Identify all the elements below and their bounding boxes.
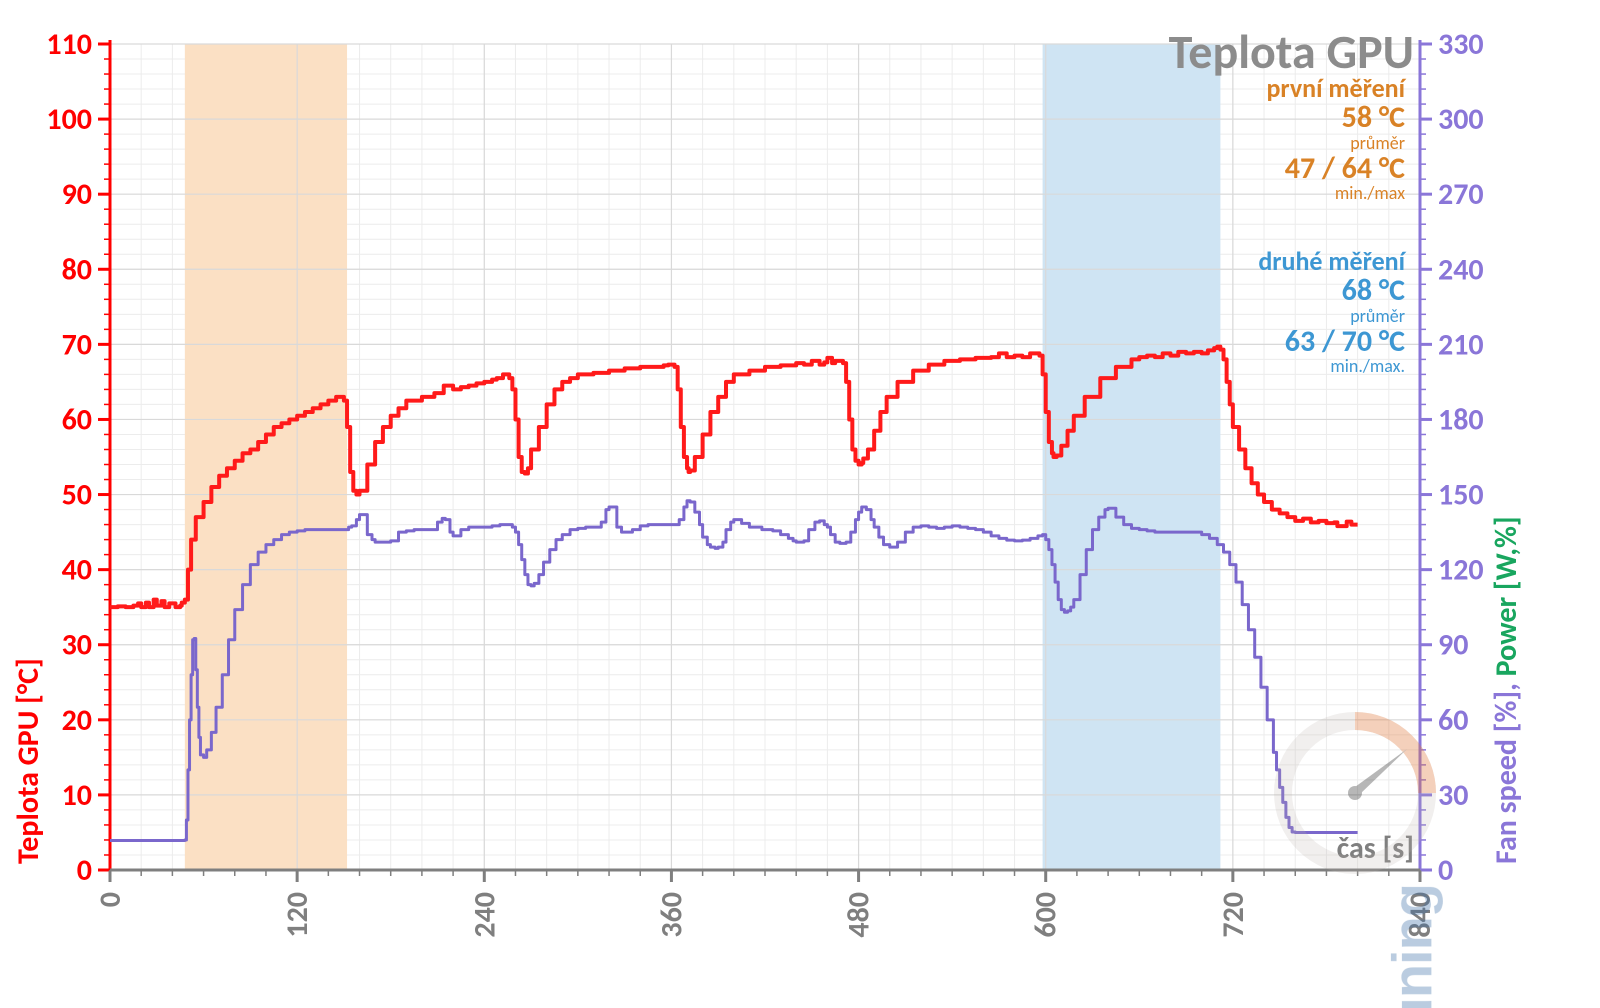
anno-first-heading: první měření — [1266, 75, 1405, 102]
ytick-right: 150 — [1438, 477, 1484, 514]
first-measurement-band — [185, 44, 347, 870]
chart-root: 0 10 20 30 40 50 60 70 80 90 100 110 0 30 60 90 120 150 18… — [0, 0, 1600, 1008]
xtick: 360 — [653, 892, 690, 938]
ytick-right: 60 — [1438, 702, 1468, 739]
ytick-right: 300 — [1438, 101, 1484, 138]
ytick-left: 50 — [62, 477, 92, 514]
anno-first-value: 58 °C — [1266, 102, 1405, 134]
xtick: 120 — [279, 892, 316, 938]
ytick-right: 180 — [1438, 401, 1484, 438]
anno-second-value: 68 °C — [1258, 275, 1405, 307]
xtick: 0 — [92, 892, 129, 907]
ytick-left: 70 — [62, 326, 92, 363]
ytick-left: 90 — [62, 176, 92, 213]
anno-second-minmax-sub: min./max. — [1258, 357, 1405, 376]
y-left-axis-title: Teplota GPU [°C] — [10, 658, 47, 864]
ytick-left: 110 — [46, 26, 92, 63]
ytick-right: 120 — [1438, 552, 1484, 589]
ytick-left: 40 — [62, 552, 92, 589]
anno-second-heading: druhé měření — [1258, 248, 1405, 275]
xtick: 840 — [1402, 892, 1439, 938]
xtick: 600 — [1028, 892, 1065, 938]
ytick-right: 0 — [1438, 852, 1453, 889]
ytick-right: 90 — [1438, 627, 1468, 664]
ytick-right: 270 — [1438, 176, 1484, 213]
second-measurement-band — [1043, 44, 1221, 870]
x-axis-title: čas [s] — [1337, 830, 1414, 867]
ytick-left: 60 — [62, 401, 92, 438]
ytick-left: 80 — [62, 251, 92, 288]
xtick: 240 — [466, 892, 503, 938]
annotation-first-measurement: první měření 58 °C průměr 47 / 64 °C min… — [1266, 75, 1405, 203]
y-right-axis-title: Fan speed [%], Power [W,%] — [1488, 516, 1525, 864]
ytick-right: 330 — [1438, 26, 1484, 63]
ytick-left: 20 — [62, 702, 92, 739]
ytick-right: 210 — [1438, 326, 1484, 363]
anno-second-minmax: 63 / 70 °C — [1258, 326, 1405, 358]
ytick-right: 240 — [1438, 251, 1484, 288]
ytick-left: 100 — [46, 101, 92, 138]
ytick-right: 30 — [1438, 777, 1468, 814]
xtick: 480 — [841, 892, 878, 938]
anno-first-minmax: 47 / 64 °C — [1266, 153, 1405, 185]
ytick-left: 30 — [62, 627, 92, 664]
xtick: 720 — [1215, 892, 1252, 938]
ytick-left: 0 — [77, 852, 92, 889]
ytick-left: 10 — [62, 777, 92, 814]
annotation-second-measurement: druhé měření 68 °C průměr 63 / 70 °C min… — [1258, 248, 1405, 376]
anno-first-minmax-sub: min./max — [1266, 184, 1405, 203]
